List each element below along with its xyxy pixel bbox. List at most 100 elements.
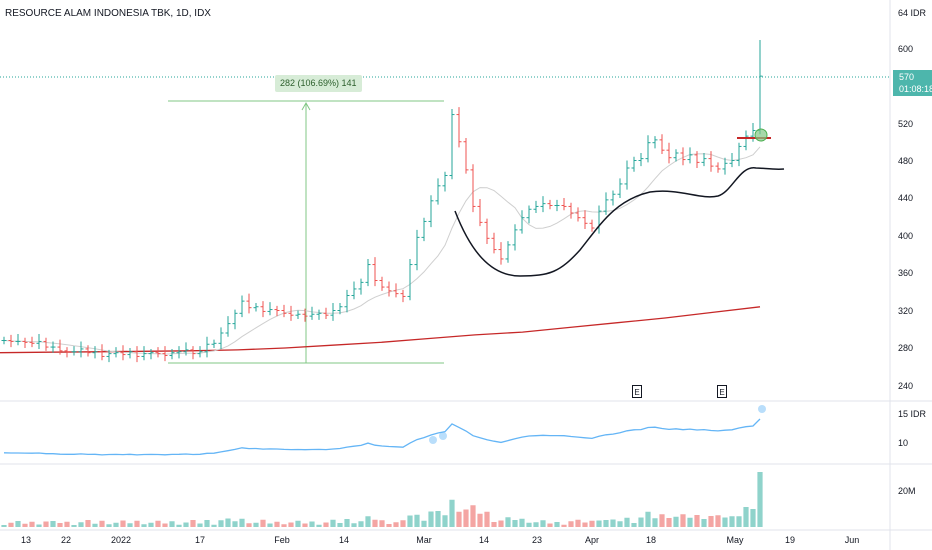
ohlc-bar bbox=[330, 303, 336, 321]
ohlc-bar bbox=[414, 229, 420, 271]
ohlc-bar bbox=[575, 207, 581, 222]
cup-handle-curve bbox=[454, 167, 785, 277]
volume-bar bbox=[309, 521, 315, 527]
earnings-marker-1[interactable]: E bbox=[632, 385, 642, 398]
volume-bar bbox=[533, 522, 539, 527]
ohlc-bar bbox=[120, 345, 126, 361]
x-tick-label: 13 bbox=[21, 535, 31, 545]
volume-bar bbox=[330, 519, 336, 527]
ohlc-bar bbox=[631, 156, 637, 172]
ohlc-bar bbox=[463, 138, 469, 174]
x-tick-label: 22 bbox=[61, 535, 71, 545]
x-tick-label: Jun bbox=[845, 535, 860, 545]
volume-bar bbox=[624, 517, 630, 527]
price-panel bbox=[0, 40, 890, 364]
volume-bar bbox=[680, 514, 686, 527]
ohlc-bar bbox=[393, 283, 399, 298]
ohlc-bar bbox=[323, 307, 329, 319]
volume-bar bbox=[92, 523, 98, 527]
volume-bar bbox=[85, 520, 91, 527]
ohlc-bar bbox=[267, 302, 273, 316]
volume-bar bbox=[477, 513, 483, 527]
ohlc-bar bbox=[547, 199, 553, 210]
x-tick-label: 2022 bbox=[111, 535, 131, 545]
volume-bar bbox=[610, 519, 616, 527]
volume-bar bbox=[281, 524, 287, 527]
ohlc-bar bbox=[141, 346, 147, 361]
y-tick-label: 400 bbox=[898, 231, 913, 241]
ohlc-bar bbox=[736, 142, 742, 167]
volume-bar bbox=[652, 518, 658, 527]
volume-bar bbox=[701, 519, 707, 527]
ohlc-bar bbox=[666, 142, 672, 164]
volume-bar bbox=[162, 523, 168, 527]
ohlc-bar bbox=[281, 304, 287, 318]
ohlc-bar bbox=[722, 157, 728, 175]
volume-bar bbox=[470, 505, 476, 527]
ohlc-bar bbox=[260, 301, 266, 318]
ohlc-bar bbox=[204, 336, 210, 358]
last-price: 570 bbox=[899, 72, 915, 82]
volume-panel bbox=[1, 472, 763, 527]
volume-bar bbox=[421, 520, 427, 527]
volume-bar bbox=[603, 520, 609, 527]
volume-bar bbox=[120, 520, 126, 527]
ohlc-bar bbox=[1, 336, 7, 345]
volume-bar bbox=[358, 521, 364, 527]
ohlc-bar bbox=[288, 305, 294, 321]
volume-bar bbox=[204, 520, 210, 527]
volume-bar bbox=[407, 515, 413, 527]
volume-bar bbox=[736, 516, 742, 527]
volume-bar bbox=[729, 516, 735, 527]
volume-bar bbox=[582, 522, 588, 527]
volume-bar bbox=[246, 523, 252, 527]
ohlc-bar bbox=[78, 341, 84, 358]
ohlc-bar bbox=[169, 348, 175, 360]
volume-bar bbox=[197, 523, 203, 527]
ohlc-bar bbox=[344, 289, 350, 313]
ohlc-bar bbox=[673, 149, 679, 162]
ohlc-bar bbox=[757, 40, 763, 135]
ohlc-bar bbox=[148, 348, 154, 360]
volume-bar bbox=[50, 521, 56, 527]
ohlc-bar bbox=[316, 309, 322, 320]
volume-bar bbox=[414, 514, 420, 527]
volume-bar bbox=[617, 521, 623, 527]
ohlc-bar bbox=[701, 153, 707, 167]
ohlc-bar bbox=[435, 178, 441, 205]
volume-bar bbox=[260, 519, 266, 527]
ohlc-bar bbox=[15, 333, 21, 346]
ohlc-bar bbox=[715, 162, 721, 173]
ohlc-bar bbox=[309, 306, 315, 320]
ohlc-bar bbox=[379, 276, 385, 291]
ohlc-bar bbox=[43, 337, 49, 351]
measure-arrowhead bbox=[301, 101, 311, 111]
volume-bar bbox=[176, 524, 182, 527]
ohlc-bar bbox=[71, 346, 77, 356]
ohlc-bar bbox=[519, 210, 525, 234]
ohlc-bar bbox=[239, 295, 245, 318]
ohlc-bar bbox=[99, 344, 105, 361]
volume-bar bbox=[232, 521, 238, 527]
ohlc-bar bbox=[386, 281, 392, 297]
x-tick-label: Apr bbox=[585, 535, 599, 545]
ohlc-bar bbox=[351, 281, 357, 300]
y-tick-label: 240 bbox=[898, 381, 913, 391]
volume-bar bbox=[22, 523, 28, 527]
ohlc-bar bbox=[106, 349, 112, 363]
ohlc-bar bbox=[512, 224, 518, 251]
volume-bar bbox=[267, 523, 273, 527]
volume-bar bbox=[372, 519, 378, 527]
y-tick-label: 280 bbox=[898, 343, 913, 353]
ohlc-bar bbox=[708, 151, 714, 172]
volume-bar bbox=[379, 520, 385, 527]
volume-bar bbox=[183, 522, 189, 527]
ohlc-bar bbox=[624, 160, 630, 190]
ohlc-bar bbox=[225, 316, 231, 337]
earnings-marker-2[interactable]: E bbox=[717, 385, 727, 398]
x-tick-label: 23 bbox=[532, 535, 542, 545]
y-tick-label: 10 bbox=[898, 438, 908, 448]
volume-bar bbox=[428, 511, 434, 527]
ohlc-bar bbox=[155, 347, 161, 358]
